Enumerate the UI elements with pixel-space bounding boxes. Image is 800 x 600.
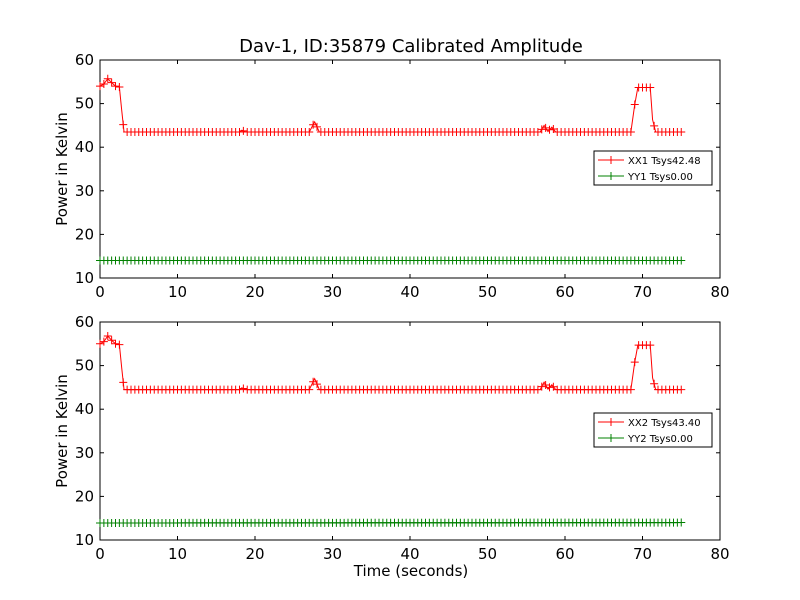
data-point-marker [545, 125, 554, 134]
y-tick-label: 60 [75, 51, 94, 69]
data-point-marker [650, 121, 659, 130]
data-point-marker [537, 125, 546, 134]
data-point-marker [103, 331, 112, 340]
y-tick-label: 10 [75, 269, 94, 287]
x-tick-label: 70 [633, 545, 652, 563]
legend-marker [607, 434, 615, 442]
y-tick-label: 60 [75, 313, 94, 331]
data-point-marker [115, 340, 124, 349]
data-point-marker [99, 79, 108, 88]
legend-label: YY1 Tsys0.00 [627, 172, 693, 183]
data-point-marker [107, 336, 116, 345]
y-tick-label: 30 [75, 444, 94, 462]
data-point-marker [626, 127, 635, 136]
data-point-marker [545, 383, 554, 392]
data-point-marker [99, 337, 108, 346]
x-tick-label: 20 [245, 283, 264, 301]
legend-label: YY2 Tsys0.00 [627, 434, 693, 445]
x-tick-label: 40 [400, 283, 419, 301]
data-point-marker [677, 518, 686, 527]
y-tick-label: 20 [75, 225, 94, 243]
data-point-marker [677, 256, 686, 265]
data-point-marker [119, 120, 128, 129]
data-point-marker [305, 385, 314, 394]
x-tick-label: 50 [478, 545, 497, 563]
data-point-marker [313, 122, 321, 131]
data-point-marker [313, 380, 321, 389]
data-point-marker [111, 339, 120, 348]
data-point-marker [309, 120, 318, 129]
legend-marker [607, 418, 615, 426]
x-tick-label: 80 [710, 283, 729, 301]
x-tick-label: 50 [478, 283, 497, 301]
data-point-marker [239, 126, 248, 135]
data-point-marker [646, 83, 655, 92]
data-point-marker [630, 100, 639, 109]
x-tick-label: 70 [633, 283, 652, 301]
x-tick-label: 0 [95, 283, 105, 301]
x-tick-label: 60 [555, 545, 574, 563]
legend-marker [607, 156, 615, 164]
data-point-marker [541, 123, 550, 132]
data-point-marker [630, 358, 639, 367]
x-tick-label: 60 [555, 283, 574, 301]
y-tick-label: 50 [75, 357, 94, 375]
legend-box [593, 150, 713, 186]
x-axis-label: Time (seconds) [353, 562, 469, 580]
data-point-marker [305, 127, 314, 136]
y-tick-label: 30 [75, 182, 94, 200]
legend-label: XX2 Tsys43.40 [628, 418, 701, 429]
x-tick-label: 80 [710, 545, 729, 563]
data-point-marker [677, 385, 686, 394]
x-tick-label: 40 [400, 545, 419, 563]
y-tick-label: 10 [75, 531, 94, 549]
y-tick-label: 40 [75, 400, 94, 418]
data-point-marker [626, 385, 635, 394]
data-point-marker [650, 379, 659, 388]
y-tick-label: 20 [75, 487, 94, 505]
legend-box [593, 412, 713, 448]
x-tick-label: 10 [168, 283, 187, 301]
figure-title: Dav-1, ID:35879 Calibrated Amplitude [239, 36, 583, 57]
data-point-marker [103, 74, 112, 83]
x-tick-label: 0 [95, 545, 105, 563]
data-point-marker [107, 78, 116, 87]
data-point-marker [677, 127, 686, 136]
data-point-marker [235, 385, 244, 394]
data-point-marker [115, 83, 124, 92]
data-point-marker [239, 384, 248, 393]
data-point-marker [111, 82, 120, 91]
y-tick-label: 50 [75, 95, 94, 113]
x-tick-label: 10 [168, 545, 187, 563]
legend-label: XX1 Tsys42.48 [628, 156, 701, 167]
legend-marker [607, 172, 615, 180]
data-point-marker [235, 127, 244, 136]
data-point-marker [537, 382, 546, 391]
x-tick-label: 20 [245, 545, 264, 563]
data-point-marker [646, 341, 655, 350]
x-tick-label: 30 [323, 545, 342, 563]
y-axis-label: Power in Kelvin [53, 112, 71, 226]
data-point-marker [119, 378, 128, 387]
y-axis-label: Power in Kelvin [53, 374, 71, 488]
y-tick-label: 40 [75, 138, 94, 156]
x-tick-label: 30 [323, 283, 342, 301]
